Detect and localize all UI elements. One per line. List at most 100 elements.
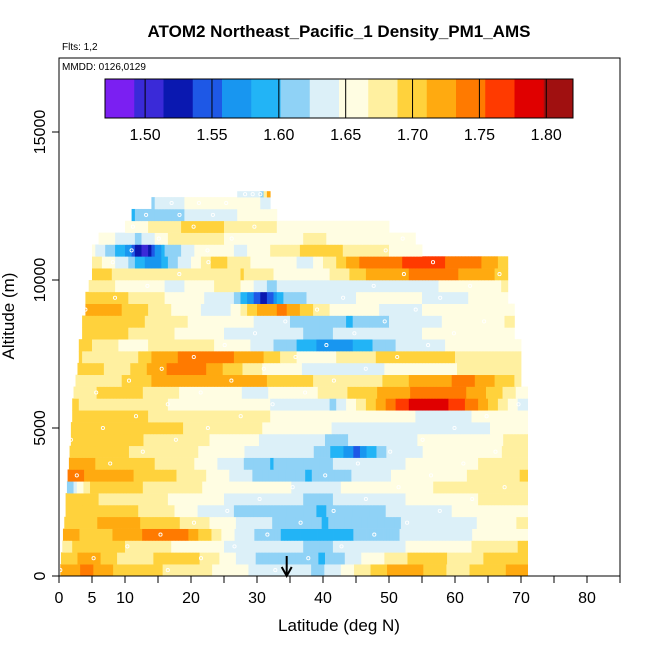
heatmap-cell (468, 493, 472, 506)
heatmap-cell (224, 457, 228, 470)
heatmap-cell (458, 351, 462, 364)
heatmap-cell (309, 232, 314, 245)
heatmap-cell (400, 516, 405, 529)
heatmap-cell (380, 564, 385, 577)
heatmap-cell (186, 422, 191, 435)
heatmap-cell (319, 374, 324, 387)
heatmap-cell (316, 327, 321, 340)
heatmap-cell (392, 327, 396, 340)
heatmap-cell (480, 552, 484, 565)
heatmap-cell (366, 445, 371, 458)
altitude-band (77, 362, 522, 376)
heatmap-cell (507, 493, 512, 506)
heatmap-cell (373, 481, 378, 494)
heatmap-cell (362, 457, 367, 470)
heatmap-cell (471, 540, 476, 553)
heatmap-cell (311, 469, 316, 482)
heatmap-cell (492, 386, 497, 399)
heatmap-cell (280, 457, 284, 470)
sample-point (355, 461, 360, 466)
heatmap-cell (294, 564, 299, 577)
heatmap-cell (141, 504, 146, 518)
heatmap-cell (184, 398, 189, 411)
heatmap-cell (255, 516, 260, 529)
heatmap-cell (479, 386, 484, 399)
heatmap-cell (184, 291, 189, 304)
heatmap-cell (339, 410, 344, 423)
heatmap-cell (320, 445, 325, 458)
heatmap-cell (478, 327, 482, 340)
heatmap-cell (146, 516, 151, 529)
heatmap-cell (92, 540, 96, 553)
heatmap-cell (474, 339, 479, 352)
heatmap-cell (350, 481, 355, 494)
heatmap-cell (320, 528, 325, 541)
heatmap-cell (240, 398, 245, 411)
heatmap-cell (115, 528, 120, 541)
heatmap-cell (78, 457, 83, 470)
heatmap-cell (113, 422, 118, 435)
heatmap-cell (158, 374, 162, 387)
heatmap-cell (171, 493, 175, 506)
heatmap-cell (187, 493, 192, 506)
heatmap-cell (106, 386, 111, 399)
heatmap-cell (412, 232, 416, 245)
heatmap-cell (479, 481, 484, 494)
heatmap-cell (375, 457, 380, 470)
heatmap-cell (283, 540, 288, 553)
heatmap-cell (117, 469, 121, 482)
heatmap-cell (381, 469, 385, 482)
heatmap-cell (189, 422, 194, 435)
heatmap-cell (290, 410, 294, 423)
heatmap-cell (517, 410, 522, 423)
heatmap-cell (284, 386, 289, 399)
heatmap-cell (387, 564, 391, 577)
heatmap-cell (197, 540, 202, 553)
heatmap-cell (146, 386, 150, 399)
heatmap-cell (108, 232, 113, 245)
heatmap-cell (438, 504, 443, 518)
heatmap-cell (141, 315, 146, 328)
heatmap-cell (62, 540, 66, 553)
heatmap-cell (109, 528, 113, 541)
heatmap-cell (316, 315, 321, 328)
heatmap-cell (176, 433, 181, 447)
heatmap-cell (220, 493, 225, 506)
heatmap-cell (88, 327, 93, 340)
heatmap-cell (438, 280, 443, 293)
heatmap-cell (197, 410, 202, 423)
heatmap-cell (227, 327, 231, 340)
heatmap-cell (451, 291, 456, 304)
heatmap-cell (197, 351, 202, 364)
heatmap-cell (187, 208, 192, 222)
heatmap-cell (151, 291, 156, 304)
heatmap-cell (293, 528, 298, 541)
heatmap-cell (233, 208, 238, 222)
heatmap-cell (433, 516, 438, 529)
heatmap-cell (526, 552, 528, 565)
heatmap-cell (273, 327, 278, 340)
heatmap-cell (425, 303, 429, 316)
heatmap-cell (422, 445, 427, 458)
heatmap-cell (155, 445, 160, 458)
heatmap-cell (235, 386, 239, 399)
heatmap-cell (327, 481, 332, 494)
heatmap-cell (131, 339, 136, 352)
heatmap-cell (130, 552, 134, 565)
heatmap-cell (352, 268, 357, 281)
heatmap-cell (171, 351, 175, 364)
heatmap-cell (133, 362, 138, 376)
heatmap-cell (194, 339, 198, 352)
heatmap-cell (425, 315, 429, 328)
heatmap-cell (189, 552, 194, 565)
heatmap-cell (134, 315, 139, 328)
heatmap-cell (177, 327, 182, 340)
heatmap-cell (379, 291, 383, 304)
heatmap-cell (148, 232, 152, 245)
heatmap-cell (224, 280, 228, 293)
heatmap-cell (181, 315, 185, 328)
heatmap-cell (207, 327, 212, 340)
heatmap-cell (98, 504, 103, 518)
heatmap-cell (361, 362, 365, 376)
heatmap-cell (283, 410, 288, 423)
